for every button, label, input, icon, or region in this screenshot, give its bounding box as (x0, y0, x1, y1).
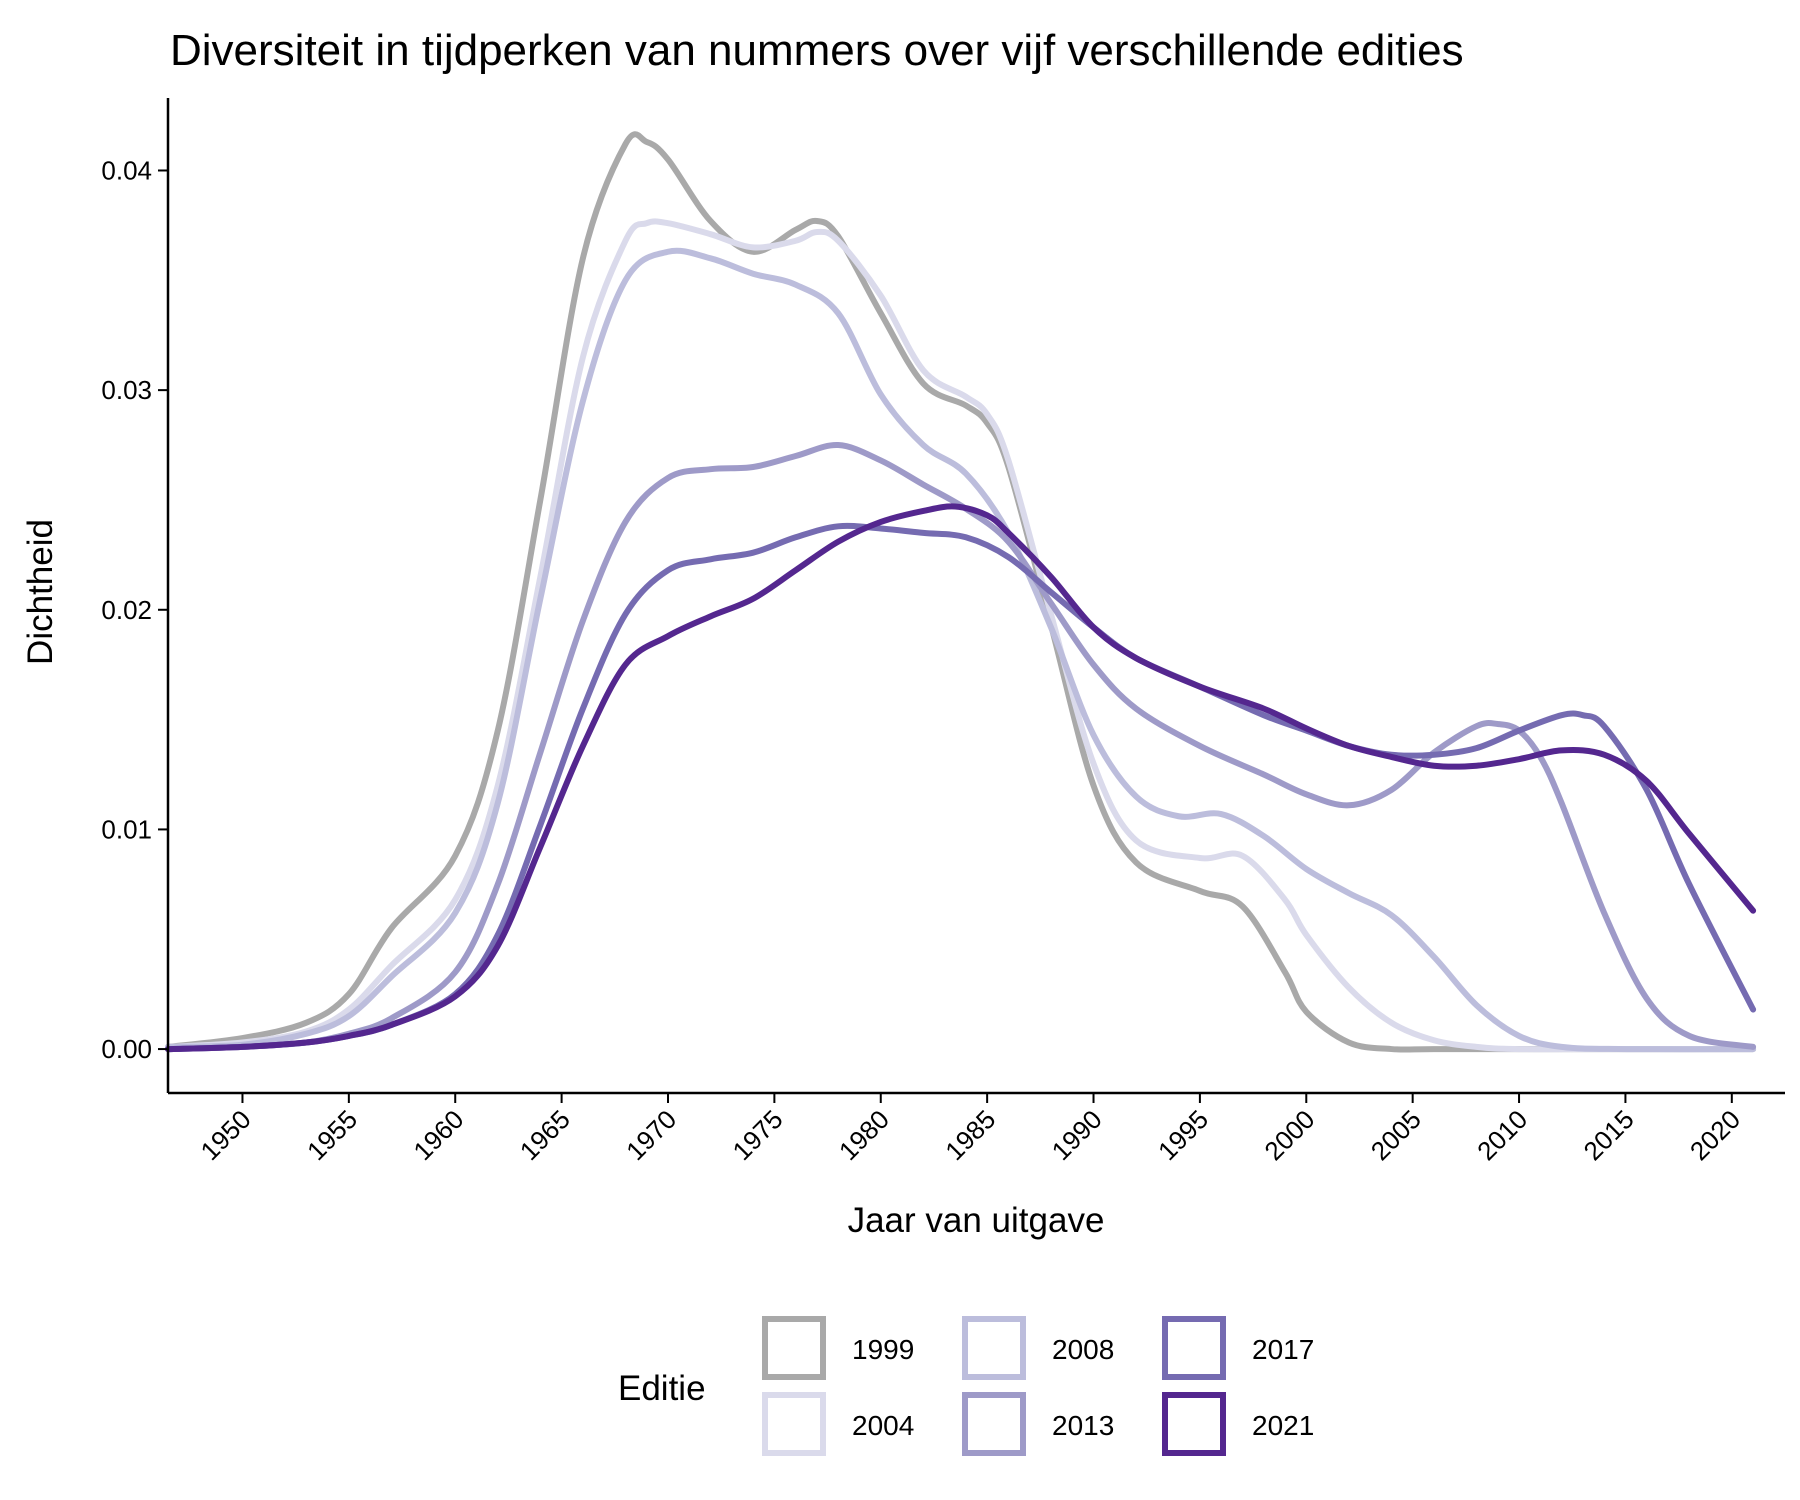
series-line-1999 (165, 131, 1757, 1053)
x-tick-label: 1960 (407, 1104, 469, 1166)
legend-label-1999: 1999 (852, 1334, 914, 1365)
series-line-2021 (165, 503, 1757, 1053)
x-tick-label: 1965 (514, 1104, 576, 1166)
legend-key-2008 (962, 1316, 1026, 1380)
x-axis-ticks: 1950 1955 1960 1965 1970 1975 1980 1985 1990 1995… (195, 1093, 1746, 1166)
legend-title: Editie (618, 1369, 706, 1408)
legend-key-2017 (1162, 1316, 1226, 1380)
x-tick-label: 1995 (1152, 1104, 1214, 1166)
legend-label-2021: 2021 (1252, 1410, 1314, 1441)
x-tick-label: 2005 (1365, 1104, 1427, 1166)
y-tick-label: 0.00 (101, 1034, 152, 1064)
legend-label-2004: 2004 (852, 1410, 914, 1441)
x-tick-label: 2000 (1258, 1104, 1320, 1166)
series-line-2017 (165, 522, 1757, 1053)
x-tick-label: 1970 (620, 1104, 682, 1166)
y-axis-title: Dichtheid (21, 519, 60, 665)
y-tick-label: 0.01 (101, 814, 152, 844)
legend: Editie 1999 2004 2008 2013 2017 2021 (618, 1316, 1314, 1456)
x-tick-label: 1990 (1046, 1104, 1108, 1166)
legend-key-2021 (1162, 1392, 1226, 1456)
series-line-2004 (165, 218, 1757, 1053)
legend-key-2013 (962, 1392, 1026, 1456)
x-tick-label: 2020 (1684, 1104, 1746, 1166)
chart-title: Diversiteit in tijdperken van nummers ov… (170, 26, 1464, 75)
y-tick-label: 0.04 (101, 155, 152, 185)
plot-lines (165, 131, 1757, 1053)
legend-key-1999 (762, 1316, 826, 1380)
y-axis-ticks: 0.00 0.01 0.02 0.03 0.04 (101, 155, 168, 1064)
x-tick-label: 1985 (939, 1104, 1001, 1166)
x-tick-label: 1955 (301, 1104, 363, 1166)
x-tick-label: 2010 (1471, 1104, 1533, 1166)
legend-label-2013: 2013 (1052, 1410, 1114, 1441)
axes (166, 98, 1785, 1095)
y-tick-label: 0.02 (101, 595, 152, 625)
series-line-2008 (165, 247, 1757, 1053)
x-tick-label: 1950 (195, 1104, 257, 1166)
x-tick-label: 2015 (1578, 1104, 1640, 1166)
x-axis-title: Jaar van uitgave (848, 1201, 1105, 1240)
x-tick-label: 1980 (833, 1104, 895, 1166)
x-tick-label: 1975 (727, 1104, 789, 1166)
legend-label-2017: 2017 (1252, 1334, 1314, 1365)
y-tick-label: 0.03 (101, 375, 152, 405)
legend-key-2004 (762, 1392, 826, 1456)
legend-label-2008: 2008 (1052, 1334, 1114, 1365)
